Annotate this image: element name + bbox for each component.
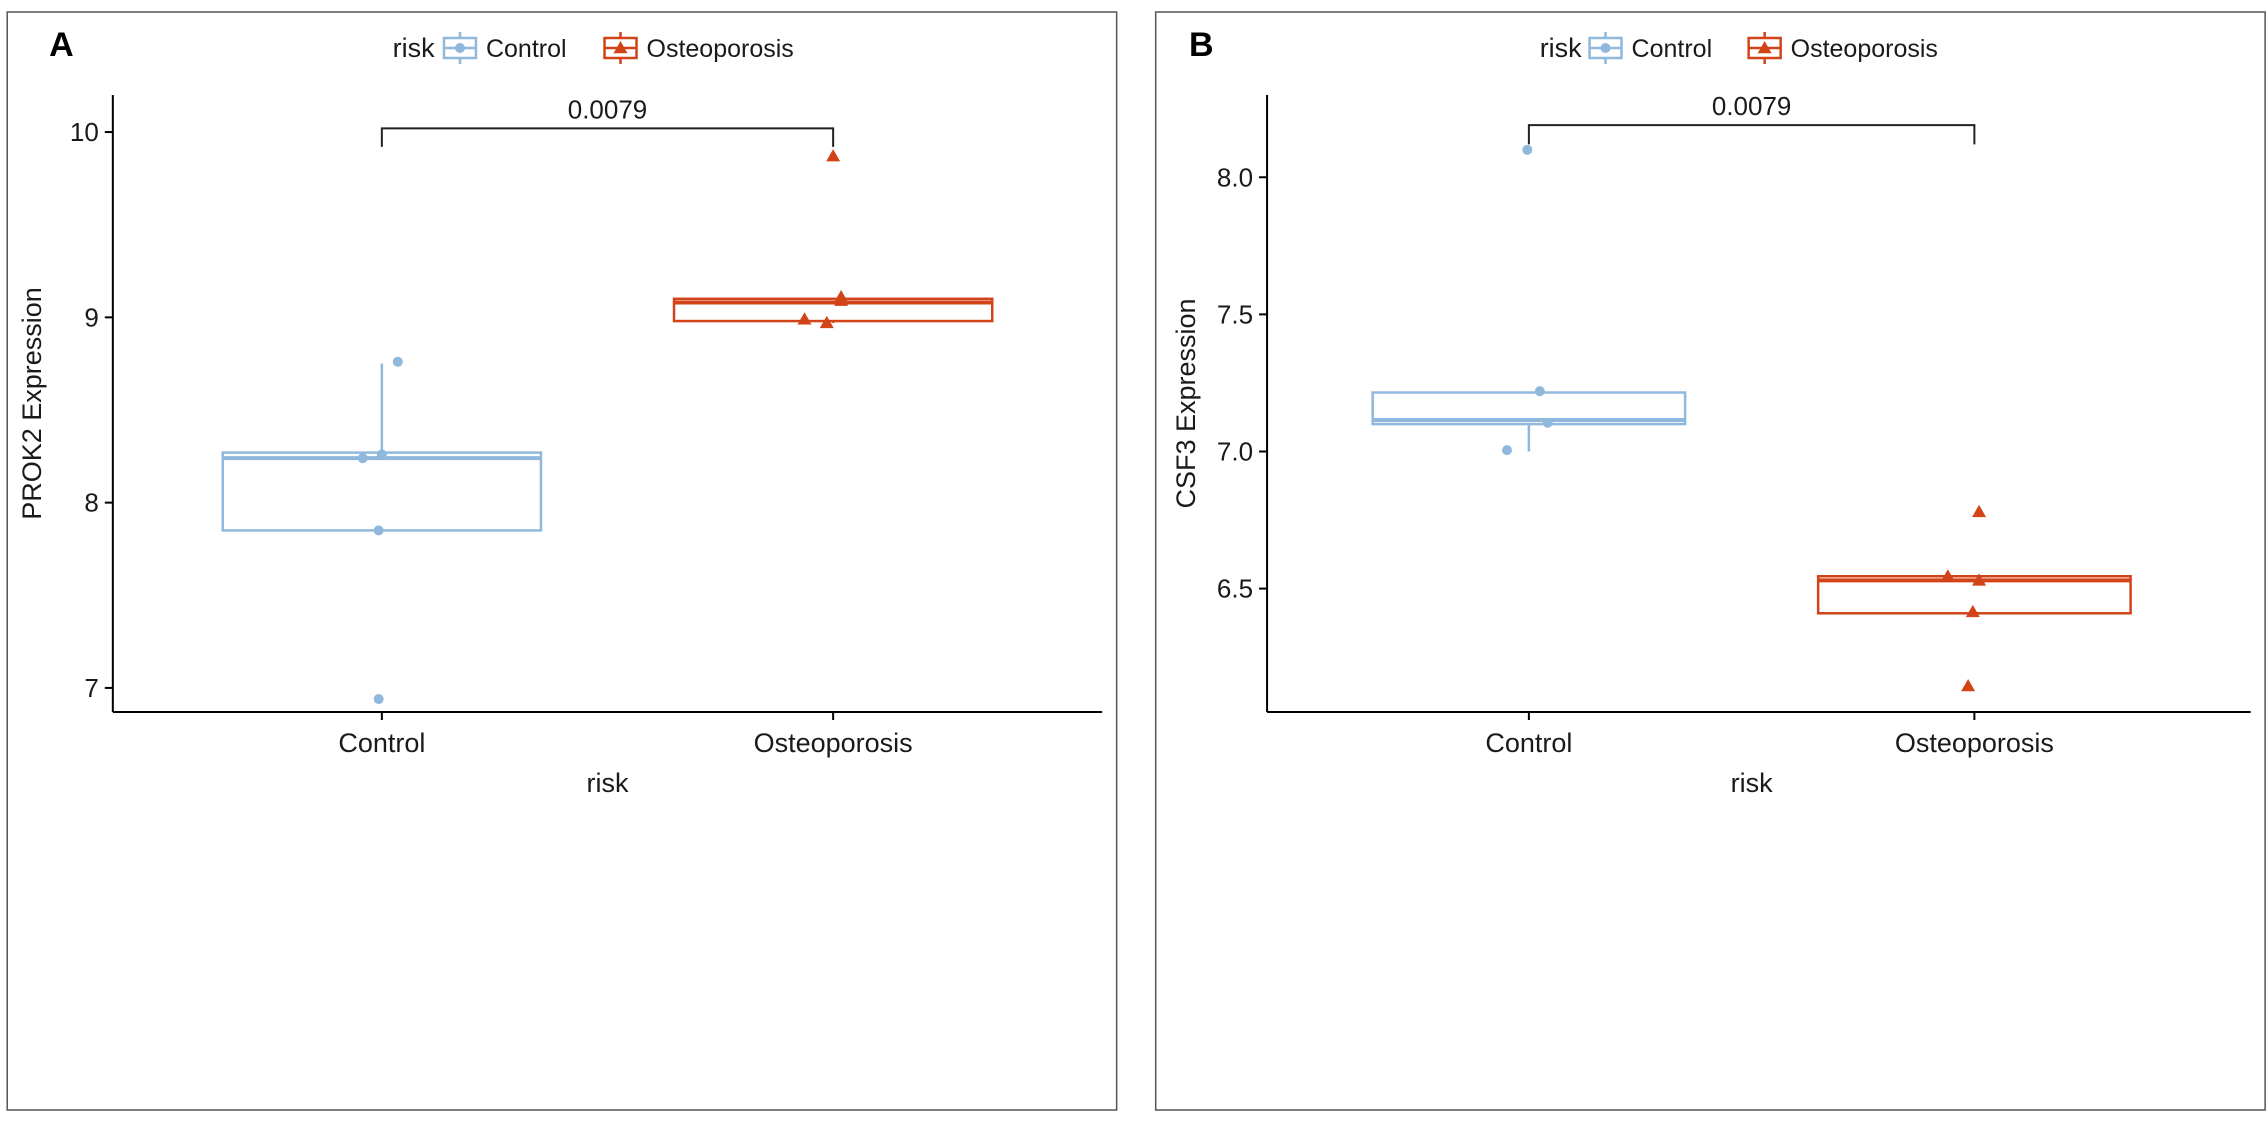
y-tick-label: 7.5 [1217,299,1253,329]
y-tick-label: 7 [84,673,98,703]
legend-key-osteoporosis [1747,32,1782,64]
panel-frame [1154,11,2266,1111]
comparison-bracket: 0.0079 [1527,91,1976,145]
bracket-line [1527,124,1976,145]
y-tick-label: 7.0 [1217,436,1253,466]
y-tick-label: 9 [84,302,98,332]
data-point [373,694,384,705]
x-axis-title: risk [1731,768,1773,798]
legend-key-marker [454,43,465,53]
legend-entry-label: Control [486,35,567,63]
data-point [392,356,403,367]
box-osteoporosis [1816,504,2132,692]
data-point [1522,144,1533,155]
data-point [1972,573,1987,586]
legend: risk Control Osteoporosis [393,32,794,64]
data-point [1502,445,1513,456]
data-point [834,293,849,306]
data-point [1940,569,1955,582]
p-value-label: 0.0079 [1712,91,1792,121]
x-tick-label: Osteoporosis [754,728,913,758]
bracket-line [380,127,835,147]
legend-entry-label: Osteoporosis [1791,35,1938,63]
x-tick-label: Control [1485,728,1572,758]
data-point [1965,604,1980,618]
box-iqr [221,451,543,532]
panel-frame [6,11,1118,1111]
y-tick-label: 10 [70,117,99,147]
legend: risk Control Osteoporosis [1540,32,1938,64]
data-point [826,149,841,162]
legend-key-control [442,32,478,64]
data-point [1534,386,1545,397]
panel-label: A [49,26,74,64]
data-point [376,449,387,460]
box-osteoporosis [672,149,994,329]
data-point [373,525,384,536]
panel-label: B [1189,26,1214,64]
y-axis-title: PROK2 Expression [17,287,47,520]
legend-entry-label: Control [1632,35,1713,63]
y-tick-label: 8.0 [1217,162,1253,192]
y-tick-label: 8 [84,488,98,518]
legend-key-marker [1757,41,1772,54]
comparison-bracket: 0.0079 [380,94,835,147]
legend-key-control [1588,32,1623,64]
box-control [1371,144,1687,456]
data-point [819,315,834,329]
box-iqr [672,297,994,323]
data-point [357,453,368,464]
data-point [1542,417,1553,428]
x-axis-title: risk [587,768,629,798]
x-tick-label: Osteoporosis [1895,728,2054,758]
box-iqr [1371,391,1687,426]
p-value-label: 0.0079 [568,94,648,124]
data-point [1972,504,1987,518]
y-axis-title: CSF3 Expression [1171,298,1201,508]
legend-title: risk [393,33,435,63]
box-control [221,356,543,705]
legend-key-osteoporosis [603,32,638,64]
data-point [1961,678,1976,692]
legend-title: risk [1540,33,1582,63]
legend-key-marker [613,41,628,54]
legend-entry-label: Osteoporosis [647,35,794,63]
y-tick-label: 6.5 [1217,574,1253,604]
x-tick-label: Control [338,728,425,758]
data-point [797,312,812,325]
legend-key-marker [1600,43,1611,53]
